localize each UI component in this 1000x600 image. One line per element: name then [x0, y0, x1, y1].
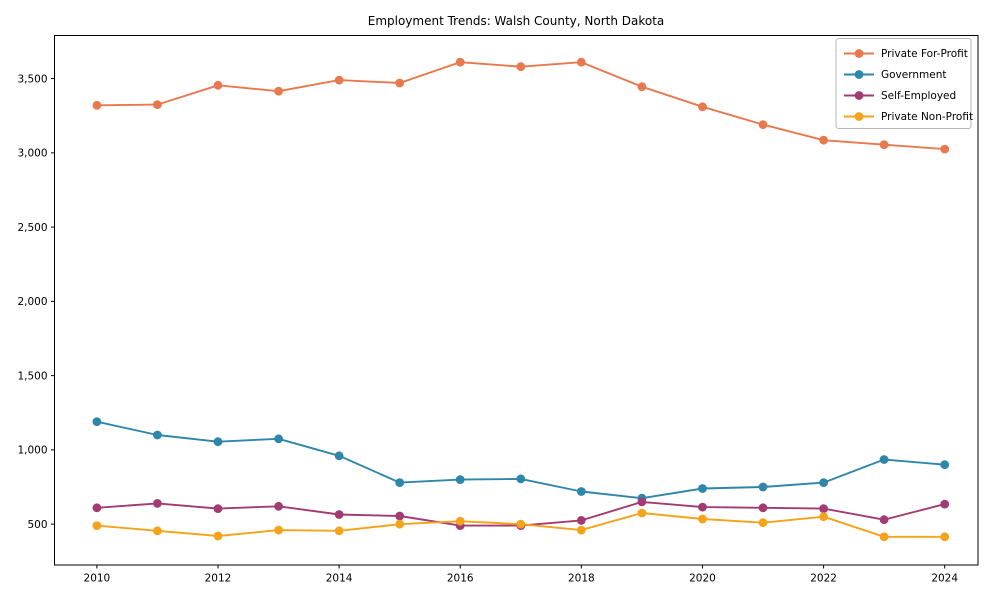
- legend-label: Private For-Profit: [881, 48, 968, 60]
- y-tick-label: 2,000: [17, 296, 47, 308]
- data-point: [516, 519, 526, 529]
- data-point: [940, 460, 950, 470]
- x-tick-label: 2014: [326, 573, 353, 585]
- data-point: [334, 451, 344, 461]
- data-point: [455, 475, 465, 484]
- data-point: [516, 62, 526, 72]
- data-point: [153, 430, 162, 440]
- data-point: [576, 525, 586, 535]
- data-point: [879, 455, 889, 464]
- legend-marker: [854, 70, 864, 79]
- y-tick-label: 2,500: [17, 222, 47, 234]
- data-point: [274, 86, 283, 96]
- data-point: [92, 100, 102, 110]
- data-point: [819, 478, 828, 487]
- data-point: [334, 75, 344, 85]
- data-point: [153, 499, 162, 508]
- data-point: [698, 484, 707, 493]
- y-tick-label: 500: [27, 519, 47, 531]
- data-point: [879, 515, 889, 525]
- legend-marker: [854, 91, 864, 100]
- data-point: [92, 417, 102, 427]
- data-point: [758, 120, 768, 129]
- data-point: [334, 510, 344, 519]
- y-tick-label: 3,500: [17, 73, 47, 85]
- legend-label: Private Non-Profit: [881, 111, 973, 123]
- data-point: [455, 516, 465, 526]
- data-point: [274, 525, 283, 535]
- x-tick-label: 2018: [568, 573, 595, 585]
- x-tick-label: 2020: [689, 573, 716, 585]
- data-point: [213, 504, 223, 513]
- data-point: [395, 78, 405, 88]
- data-point: [879, 140, 889, 150]
- data-point: [819, 504, 828, 513]
- legend-box: [835, 38, 972, 129]
- data-point: [395, 519, 405, 529]
- data-point: [395, 478, 405, 487]
- legend-marker: [854, 49, 864, 58]
- x-tick-label: 2012: [205, 573, 232, 585]
- data-point: [940, 532, 950, 542]
- x-tick-label: 2016: [447, 573, 474, 585]
- data-point: [758, 518, 768, 528]
- data-point: [698, 514, 707, 524]
- axes-box: [54, 35, 979, 566]
- data-point: [213, 437, 223, 447]
- data-point: [455, 57, 465, 67]
- data-point: [395, 511, 405, 521]
- data-point: [758, 482, 768, 492]
- data-point: [576, 57, 586, 67]
- series-line-private-for-profit: [95, 61, 946, 151]
- data-point: [940, 499, 950, 509]
- data-point: [153, 526, 162, 536]
- data-point: [274, 501, 283, 511]
- legend-label: Self-Employed: [881, 90, 956, 102]
- series-line-government: [95, 420, 946, 500]
- data-point: [879, 532, 889, 542]
- data-point: [92, 521, 102, 530]
- data-point: [698, 102, 707, 112]
- data-point: [576, 487, 586, 496]
- y-tick-label: 1,500: [17, 370, 47, 382]
- data-point: [92, 503, 102, 513]
- data-point: [698, 502, 707, 512]
- x-tick-label: 2022: [810, 573, 837, 585]
- x-tick-label: 2024: [931, 573, 958, 585]
- legend-marker: [854, 112, 864, 121]
- y-tick-label: 1,000: [17, 445, 47, 457]
- data-point: [516, 474, 526, 484]
- data-point: [213, 531, 223, 541]
- data-point: [576, 516, 586, 525]
- chart-title: Employment Trends: Walsh County, North D…: [367, 14, 665, 28]
- data-point: [819, 512, 828, 522]
- data-point: [334, 526, 344, 536]
- data-point: [819, 135, 828, 145]
- legend-label: Government: [881, 69, 946, 81]
- data-point: [758, 503, 768, 513]
- data-point: [637, 497, 647, 507]
- data-point: [637, 508, 647, 518]
- y-tick-label: 3,000: [17, 148, 47, 160]
- data-point: [153, 100, 162, 109]
- data-point: [940, 144, 950, 154]
- data-point: [213, 80, 223, 90]
- x-tick-label: 2010: [84, 573, 111, 585]
- data-point: [637, 82, 647, 92]
- data-point: [274, 434, 283, 444]
